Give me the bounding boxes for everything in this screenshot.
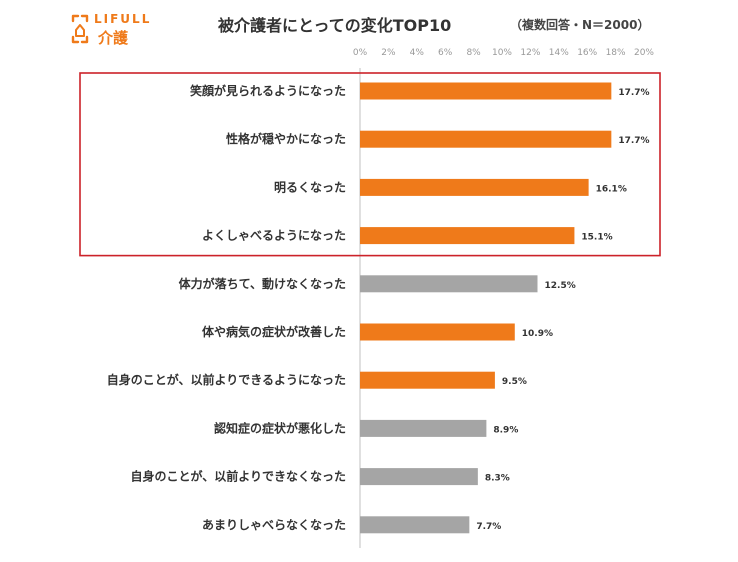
category-label: 自身のことが、以前よりできるようになった [107,372,346,387]
category-label: 体や病気の症状が改善した [202,324,346,339]
value-label: 7.7% [476,522,501,532]
x-tick-label: 16% [577,48,597,58]
x-tick-label: 12% [520,48,540,58]
chart-subtitle: （複数回答・N＝2000） [510,18,650,32]
value-label: 15.1% [581,233,612,243]
bar [360,371,495,389]
category-label: 明るくなった [274,180,346,194]
chart-title: 被介護者にとっての変化TOP10 [218,16,452,35]
x-tick-label: 4% [410,48,425,58]
bar [360,178,589,196]
category-label: あまりしゃべらなくなった [202,518,346,532]
logo-wordmark: LIFULL [94,12,152,26]
category-label: 性格が穏やかになった [225,131,346,146]
value-label: 16.1% [596,184,627,194]
house-icon [71,14,89,44]
x-tick-label: 8% [466,48,481,58]
logo-service-name: 介護 [98,29,129,47]
bar [360,275,538,293]
bar [360,82,612,100]
value-label: 17.7% [618,136,649,146]
x-tick-label: 20% [634,48,654,58]
bar [360,516,470,534]
x-tick-label: 10% [492,48,512,58]
lifull-kaigo-logo: LIFULL 介護 [68,12,168,48]
bar [360,419,487,437]
highlight-box [79,72,661,257]
bar [360,227,575,245]
value-label: 17.7% [618,88,649,98]
bar [360,323,515,341]
value-label: 9.5% [502,377,527,387]
x-tick-label: 6% [438,48,453,58]
value-label: 8.9% [493,425,518,435]
category-label: 自身のことが、以前よりできなくなった [130,469,346,484]
value-label: 12.5% [545,281,576,291]
x-tick-label: 18% [606,48,626,58]
bar [360,468,478,486]
category-label: 笑顔が見られるようになった [190,83,346,98]
x-tick-label: 0% [353,48,368,58]
value-label: 10.9% [522,329,553,339]
category-label: 体力が落ちて、動けなくなった [179,276,346,291]
x-tick-label: 2% [381,48,396,58]
x-tick-label: 14% [549,48,569,58]
category-label: 認知症の症状が悪化した [214,420,346,435]
bar [360,130,612,148]
category-label: よくしゃべるようになった [202,229,346,243]
value-label: 8.3% [485,474,510,484]
